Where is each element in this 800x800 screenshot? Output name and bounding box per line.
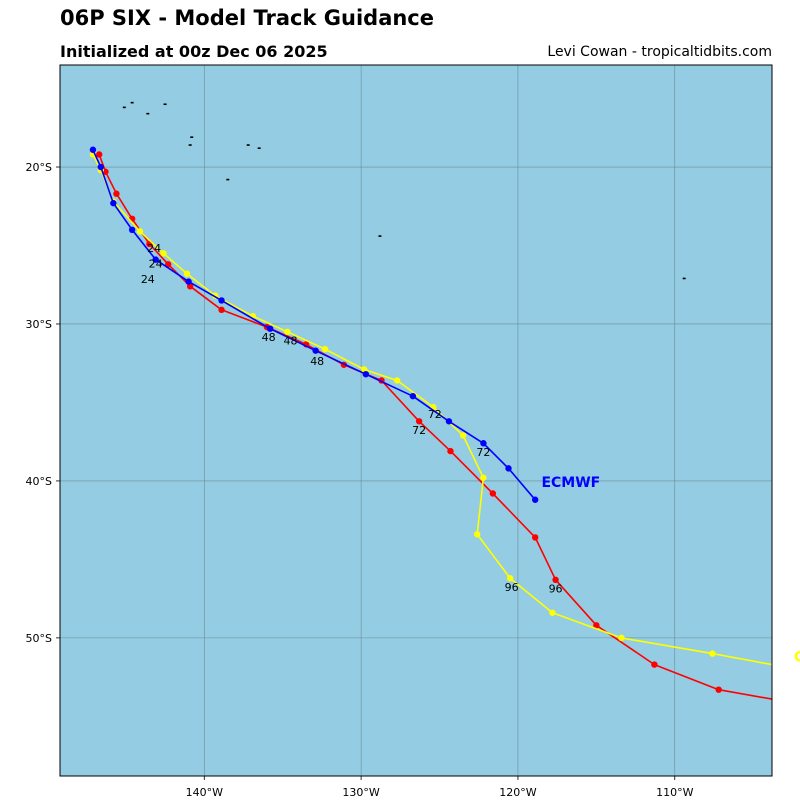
island: [378, 235, 382, 237]
forecast-hour-label: 72: [476, 446, 490, 459]
x-tick-label: 140°W: [186, 786, 223, 799]
grid-lines: [60, 65, 772, 776]
track-point: [183, 270, 191, 277]
forecast-hour-label: 48: [262, 331, 276, 344]
track-point: [160, 250, 167, 257]
track-point: [505, 465, 512, 472]
forecast-hour-label: 24: [147, 242, 161, 255]
axis-ticks: 140°W 130°W 120°W 110°W 20°S 30°S 40°S 50°S: [26, 161, 694, 799]
track-point: [97, 163, 104, 171]
track-point: [312, 347, 319, 354]
track-point: [113, 190, 120, 197]
track-point: [506, 575, 514, 582]
plot-frame: [59, 64, 773, 777]
track-point: [165, 261, 172, 268]
track-point: [480, 440, 487, 447]
track-point: [552, 576, 559, 584]
track-point: [459, 432, 467, 439]
island: [130, 101, 134, 104]
track-point: [128, 226, 136, 234]
forecast-hour-label: 48: [310, 355, 324, 368]
track-point: [218, 297, 225, 304]
track-point: [409, 392, 417, 400]
x-tick-label: 130°W: [342, 786, 379, 799]
track-point: [651, 661, 658, 668]
island: [682, 277, 686, 280]
islands: [122, 101, 686, 280]
forecast-hour-label: 96: [505, 581, 519, 594]
ocean-background: [60, 65, 772, 776]
chart-title: 06P SIX - Model Track Guidance: [60, 6, 435, 30]
track-point: [152, 256, 159, 263]
track-point: [284, 328, 291, 336]
island: [146, 112, 150, 115]
track-point: [321, 345, 329, 353]
track-point: [362, 370, 370, 378]
track-point: [445, 418, 453, 425]
init-time: Initialized at 00z Dec 06 2025: [60, 42, 328, 61]
island: [163, 103, 167, 106]
forecast-hour-label: 48: [284, 334, 298, 347]
forecast-hour-label: 72: [428, 408, 442, 421]
model-label: ECMWF: [541, 475, 600, 491]
island: [246, 144, 250, 146]
y-tick-label: 40°S: [26, 475, 52, 488]
forecast-hour-label: 72: [412, 424, 426, 437]
forecast-hour-label: 24: [149, 257, 163, 270]
model-label: GE: [794, 649, 800, 665]
track-point: [489, 490, 497, 497]
island: [188, 144, 192, 146]
track-point: [447, 447, 454, 455]
track-point: [593, 622, 600, 629]
forecast-hour-label: 24: [141, 273, 155, 286]
track-point: [185, 278, 192, 285]
track-point: [715, 686, 722, 693]
y-tick-label: 50°S: [26, 632, 52, 645]
track-point: [110, 199, 117, 207]
y-tick-label: 20°S: [26, 161, 52, 174]
track-point: [89, 146, 97, 153]
x-tick-label: 110°W: [656, 786, 693, 799]
track-point: [473, 531, 481, 538]
track-point: [415, 418, 423, 425]
track-point: [393, 377, 401, 384]
track-point: [218, 306, 225, 314]
x-tick-label: 120°W: [499, 786, 536, 799]
island: [122, 106, 126, 109]
track-ecmwf: [89, 146, 539, 503]
track-point: [480, 474, 487, 481]
track-labels: 24487296GF124487296GE1244872ECMWF: [141, 242, 800, 666]
island: [226, 178, 230, 181]
track-point: [96, 151, 103, 158]
y-tick-label: 30°S: [26, 318, 52, 331]
island: [257, 147, 261, 149]
island: [190, 136, 194, 138]
track-point: [136, 228, 144, 235]
track-point: [709, 650, 716, 657]
track-point: [531, 496, 539, 503]
track-point: [549, 609, 556, 616]
model-tracks: [89, 146, 772, 700]
track-point: [618, 634, 625, 642]
forecast-hour-label: 96: [549, 582, 563, 595]
track-point: [531, 534, 539, 541]
track-point: [266, 325, 274, 332]
credit: Levi Cowan - tropicaltidbits.com: [547, 44, 772, 60]
